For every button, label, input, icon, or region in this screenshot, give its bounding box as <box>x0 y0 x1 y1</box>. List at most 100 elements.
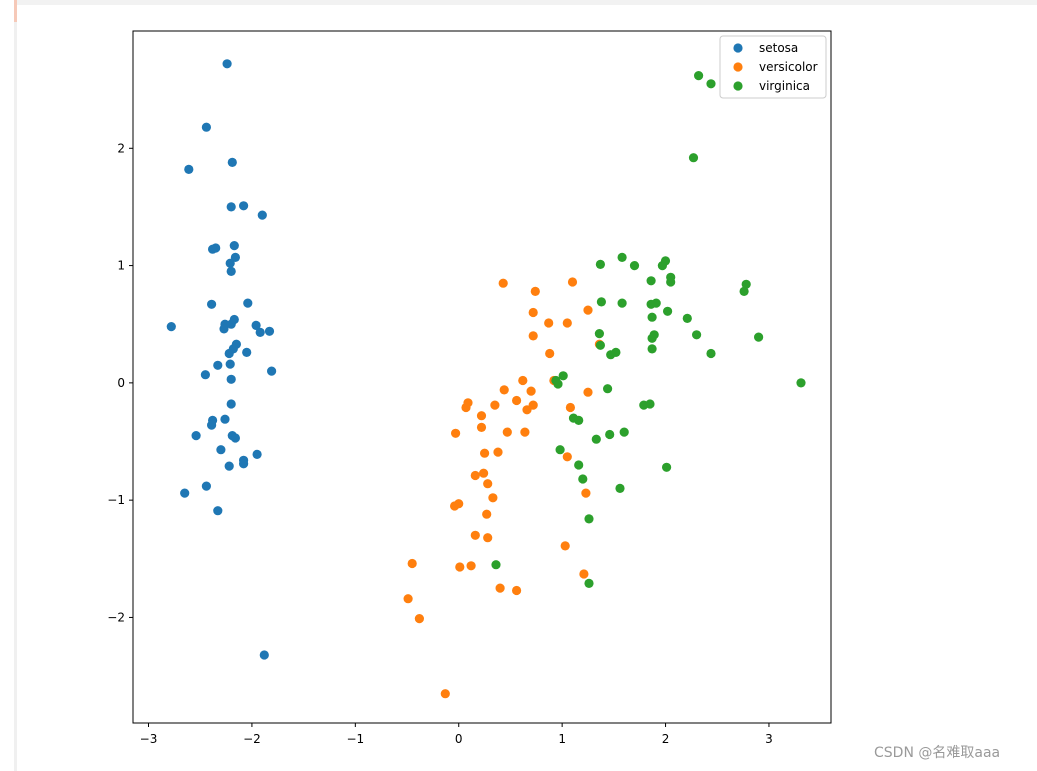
versicolor-legend-label: versicolor <box>759 60 818 74</box>
virginica-point <box>574 460 584 470</box>
versicolor-point <box>476 422 487 432</box>
virginica-point <box>578 474 588 484</box>
versicolor-point <box>567 277 578 287</box>
virginica-point <box>646 276 656 286</box>
plot-area <box>132 30 832 724</box>
x-tick-label: −2 <box>243 732 261 746</box>
setosa-point <box>222 59 232 69</box>
virginica-point <box>692 330 702 340</box>
virginica-point <box>584 514 594 524</box>
virginica-point <box>595 259 606 269</box>
versicolor-point <box>545 348 555 359</box>
setosa-point <box>251 320 261 330</box>
versicolor-point <box>451 428 461 438</box>
legend: setosa versicolor virginica <box>719 35 827 99</box>
setosa-point <box>264 326 275 336</box>
versicolor-point <box>579 569 589 579</box>
versicolor-point <box>440 689 450 699</box>
virginica-point <box>595 340 606 350</box>
cell-accent-marker <box>14 0 17 22</box>
versicolor-point <box>562 452 572 462</box>
virginica-point <box>596 297 607 307</box>
virginica-point <box>619 427 629 437</box>
versicolor-point <box>490 400 500 410</box>
setosa-point <box>220 414 230 424</box>
versicolor-point <box>488 493 498 503</box>
virginica-point <box>647 333 657 343</box>
data-points <box>166 59 806 699</box>
versicolor-point <box>518 375 528 386</box>
versicolor-point <box>403 594 413 604</box>
virginica-point <box>647 312 657 322</box>
setosa-point <box>201 481 211 491</box>
y-tick-label: 0 <box>117 376 125 390</box>
virginica-point <box>694 71 704 81</box>
virginica-point <box>605 429 615 440</box>
virginica-point <box>603 384 613 394</box>
virginica-point <box>611 347 621 357</box>
virginica-point <box>741 279 751 289</box>
versicolor-point <box>583 387 593 397</box>
versicolor-point <box>480 448 490 458</box>
setosa-point <box>226 399 236 409</box>
versicolor-point <box>476 411 487 421</box>
virginica-point <box>706 79 716 89</box>
setosa-point <box>224 348 234 359</box>
versicolor-point <box>479 468 489 478</box>
y-axis: −2 −1 0 1 2 <box>107 141 133 624</box>
setosa-point <box>226 374 236 384</box>
versicolor-point <box>583 305 593 315</box>
x-tick-label: −1 <box>346 732 364 746</box>
versicolor-point <box>520 427 530 437</box>
virginica-point <box>663 306 673 316</box>
virginica-point <box>645 399 655 409</box>
setosa-point <box>227 157 237 167</box>
plot-frame <box>132 30 832 724</box>
x-tick-label: 1 <box>558 732 566 746</box>
versicolor-point <box>407 558 417 569</box>
setosa-point <box>226 266 236 276</box>
setosa-point <box>207 299 217 309</box>
virginica-point <box>491 560 501 570</box>
versicolor-point <box>502 427 512 437</box>
setosa-point <box>255 327 265 337</box>
versicolor-point <box>544 318 554 328</box>
versicolor-point <box>565 402 576 413</box>
setosa-point <box>166 322 176 332</box>
x-tick-label: 0 <box>455 732 463 746</box>
virginica-point <box>574 415 584 425</box>
versicolor-point <box>511 395 522 406</box>
setosa-point <box>213 360 223 370</box>
versicolor-point <box>498 278 508 288</box>
virginica-point <box>629 261 640 271</box>
virginica-point <box>647 344 657 354</box>
setosa-point <box>191 431 201 441</box>
virginica-point <box>594 329 605 339</box>
setosa-point <box>207 420 217 430</box>
versicolor-point <box>562 318 572 328</box>
virginica-point <box>617 252 627 262</box>
notebook-left-rail <box>0 0 17 771</box>
setosa-point <box>230 433 240 443</box>
x-axis: −3 −2 −1 0 1 2 3 <box>140 723 773 746</box>
versicolor-point <box>470 530 480 540</box>
versicolor-point <box>455 562 465 572</box>
virginica-point <box>584 578 594 589</box>
setosa-point <box>184 164 194 174</box>
x-tick-label: 3 <box>765 732 773 746</box>
setosa-point <box>239 201 249 211</box>
virginica-legend-label: virginica <box>759 79 810 93</box>
virginica-point <box>739 286 749 296</box>
setosa-legend-marker <box>733 43 743 53</box>
versicolor-point <box>495 583 505 593</box>
versicolor-point <box>526 386 536 396</box>
versicolor-point <box>528 307 538 318</box>
y-tick-label: −2 <box>107 610 125 624</box>
setosa-point <box>224 461 234 471</box>
virginica-point <box>666 277 676 287</box>
x-tick-label: 2 <box>662 732 670 746</box>
virginica-point <box>706 348 716 359</box>
virginica-point <box>558 371 568 381</box>
versicolor-point <box>522 405 532 415</box>
y-tick-label: −1 <box>107 493 125 507</box>
